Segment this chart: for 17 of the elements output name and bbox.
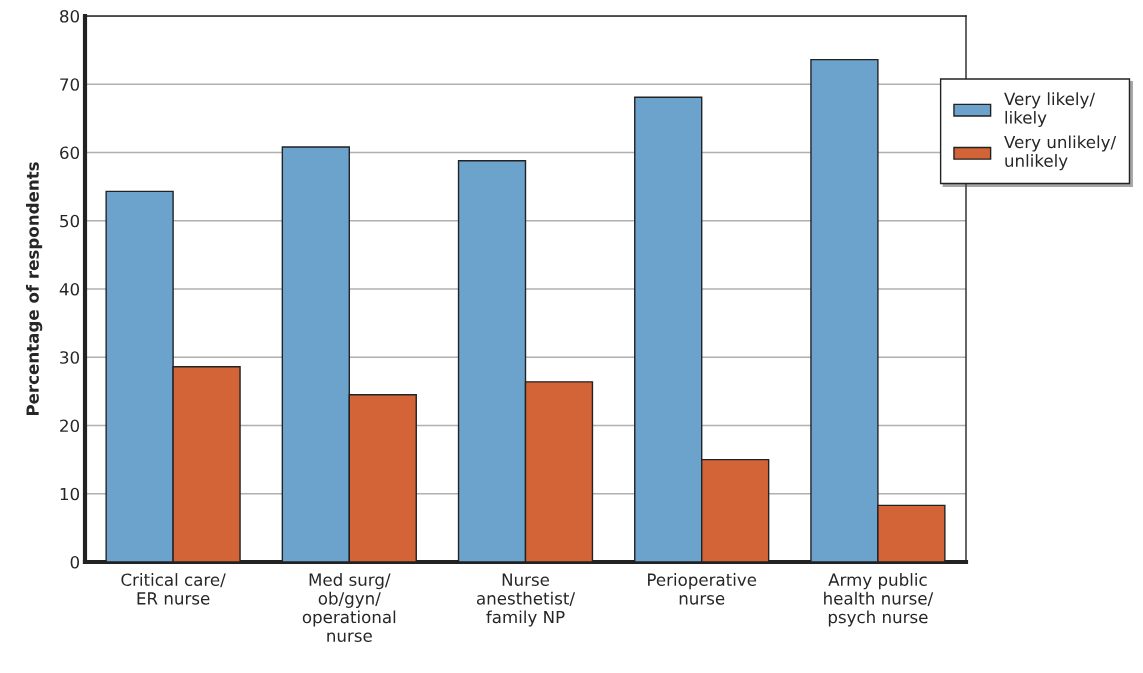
x-tick-label: Med surg/ ob/gyn/ operational nurse [302, 573, 396, 642]
legend-label: Very unlikely/ unlikely [1004, 135, 1117, 171]
y-tick-label: 20 [60, 419, 80, 433]
y-tick-label: 10 [60, 487, 80, 501]
y-tick-label: 40 [59, 282, 80, 296]
legend-label: Very likely/ likely [1004, 92, 1095, 128]
x-tick-label: Army public health nurse/ psych nurse [824, 573, 934, 627]
y-axis-title: Percentage of respondents [26, 162, 43, 416]
y-tick-label: 60 [60, 146, 80, 160]
x-tick-label: Perioperative nurse [648, 573, 757, 605]
y-tick-label: 30 [60, 351, 80, 364]
y-tick-label: 70 [60, 78, 80, 91]
x-tick-label: Nurse anesthetist/ family NP [476, 573, 576, 627]
y-tick-label: 50 [60, 214, 80, 228]
x-tick-label: Critical care/ ER nurse [121, 573, 226, 605]
y-tick-label: 0 [70, 555, 80, 569]
y-tick-label: 80 [60, 9, 80, 23]
